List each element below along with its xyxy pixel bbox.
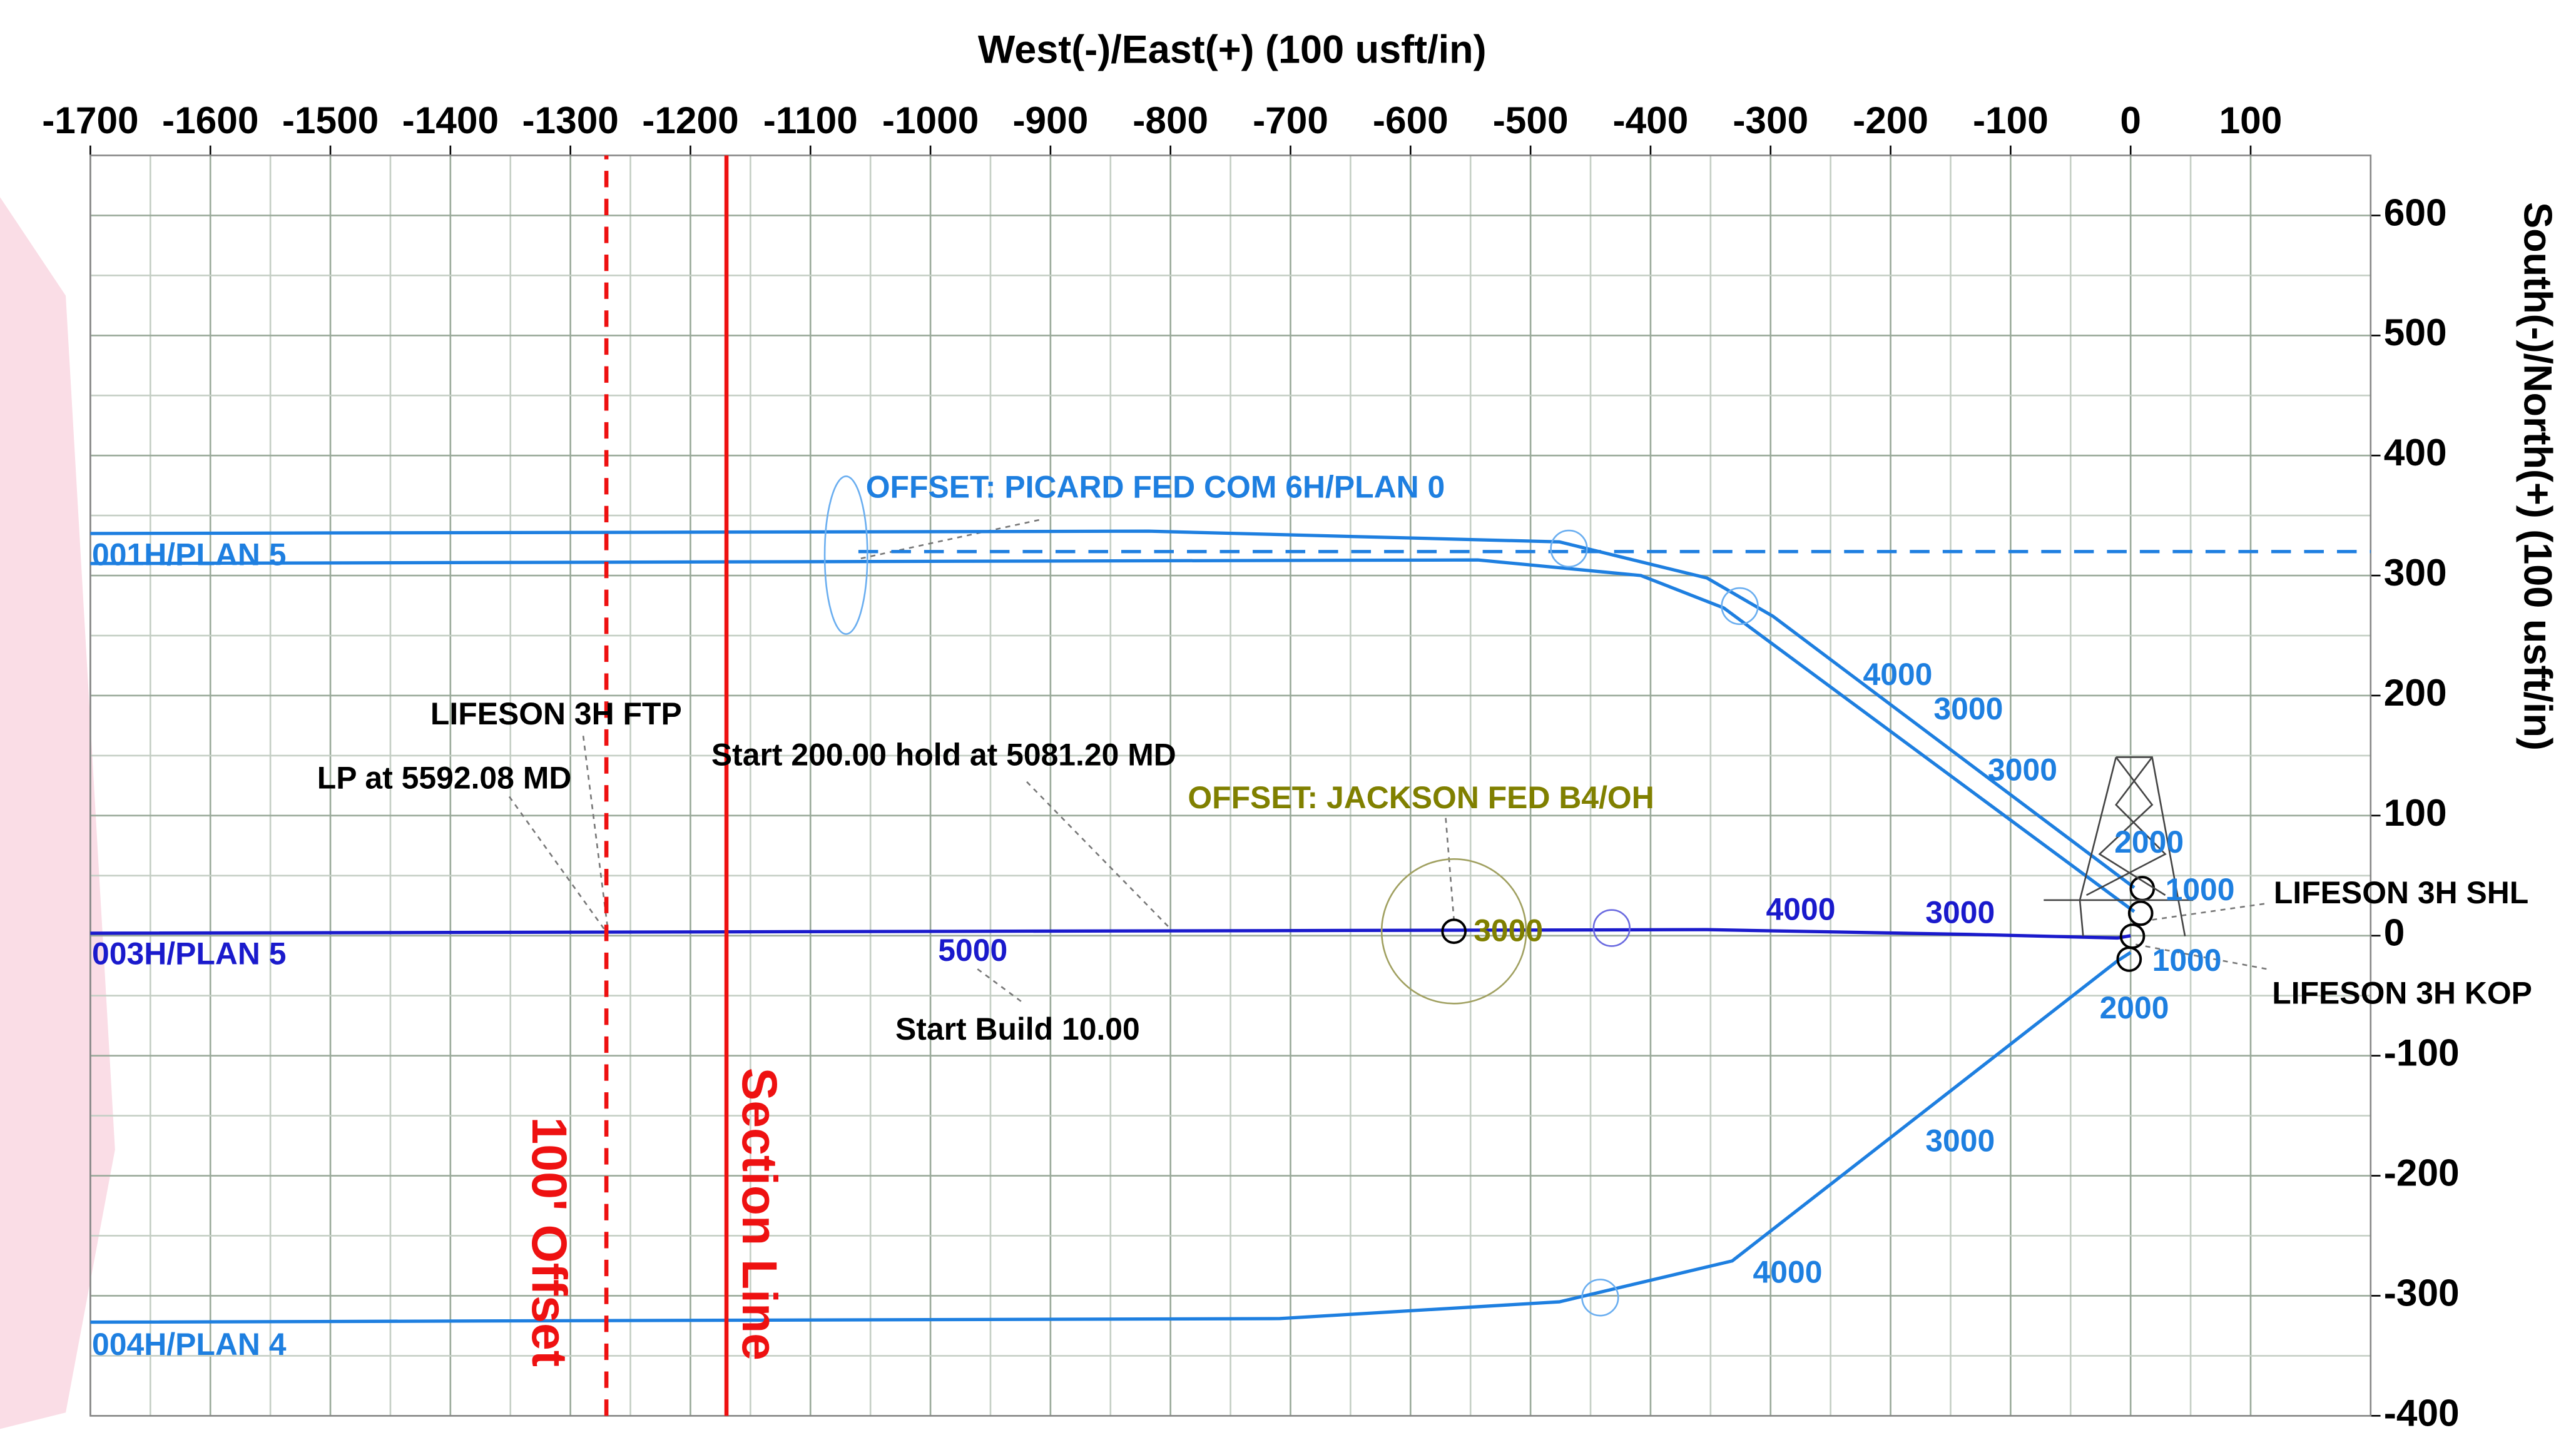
x-tick-label: 100 xyxy=(2219,99,2283,141)
leader xyxy=(860,518,1044,560)
annotation: 5000 xyxy=(938,933,1007,968)
series-line xyxy=(90,558,2136,913)
leader xyxy=(1445,818,1455,920)
rig-icon xyxy=(2044,756,2194,936)
x-tick-label: -300 xyxy=(1733,99,1808,141)
annotation: 2000 xyxy=(2100,990,2169,1025)
x-tick-label: -600 xyxy=(1373,99,1448,141)
annotation: LIFESON 3H SHL xyxy=(2274,875,2528,910)
x-tick-label: -1500 xyxy=(282,99,379,141)
annotation: OFFSET: JACKSON FED B4/OH xyxy=(1188,780,1654,815)
plot-frame xyxy=(89,155,2372,1417)
annotation: 4000 xyxy=(1863,657,1932,692)
survey-circle xyxy=(1550,529,1588,568)
x-tick-label: -100 xyxy=(1973,99,2049,141)
annotation: 3000 xyxy=(1933,691,2003,726)
y-tick-label: 600 xyxy=(2384,191,2447,233)
y-tick-label: 0 xyxy=(2384,911,2405,954)
y-tick-label: 300 xyxy=(2384,551,2447,594)
decor xyxy=(0,197,115,1429)
x-tick-label: -1000 xyxy=(882,99,979,141)
leader xyxy=(2136,943,2268,970)
annotation: LIFESON 3H KOP xyxy=(2272,975,2532,1010)
y-tick-label: -100 xyxy=(2384,1032,2460,1074)
annotation: LP at 5592.08 MD xyxy=(317,760,572,795)
x-tick-label: 0 xyxy=(2120,99,2141,141)
series-label: Section Line xyxy=(732,1068,787,1361)
series-label: 001H/PLAN 5 xyxy=(92,537,286,572)
x-tick-label: -1700 xyxy=(42,99,138,141)
series-label: 100' Offset xyxy=(522,1117,577,1367)
x-tick-label: -700 xyxy=(1253,99,1328,141)
y-tick-label: 100 xyxy=(2384,791,2447,834)
x-tick-label: -400 xyxy=(1613,99,1689,141)
annotation: 3000 xyxy=(1925,895,1995,930)
background-smear xyxy=(0,197,115,1429)
annotation: Start Build 10.00 xyxy=(895,1011,1140,1047)
x-tick-label: -900 xyxy=(1012,99,1088,141)
series-label: 003H/PLAN 5 xyxy=(92,936,286,971)
survey-circle xyxy=(1581,1279,1619,1317)
offset-circle xyxy=(1380,858,1527,1005)
annotation: 1000 xyxy=(2152,943,2222,978)
y-axis-title: South(-)/North(+) (100 usft/in) xyxy=(2516,202,2560,751)
leader xyxy=(582,736,609,930)
series-label: 004H/PLAN 4 xyxy=(92,1327,287,1362)
annotation: 3000 xyxy=(1925,1123,1995,1158)
uncertainty-ellipse xyxy=(823,475,868,635)
x-tick-label: -1100 xyxy=(763,99,858,141)
y-tick-label: -300 xyxy=(2384,1271,2460,1314)
y-tick-label: -200 xyxy=(2384,1152,2460,1194)
annotation: 3000 xyxy=(1988,752,2057,787)
symbols xyxy=(823,475,2194,1317)
x-tick-label: -1600 xyxy=(162,99,258,141)
series-label: OFFSET: PICARD FED COM 6H/PLAN 0 xyxy=(866,470,1445,505)
annotation: 2000 xyxy=(2114,824,2184,859)
x-tick-label: -500 xyxy=(1493,99,1569,141)
y-tick-label: -400 xyxy=(2384,1391,2460,1434)
grid xyxy=(89,145,2381,1417)
well-point xyxy=(2116,946,2142,972)
y-tick-label: 200 xyxy=(2384,671,2447,714)
leader xyxy=(1026,781,1171,929)
annotation: Start 200.00 hold at 5081.20 MD xyxy=(711,738,1176,773)
series-line xyxy=(90,529,2136,890)
survey-circle xyxy=(1592,909,1631,947)
annotation: 4000 xyxy=(1766,891,1836,926)
annotation: 4000 xyxy=(1753,1255,1823,1290)
annotation: 3000 xyxy=(1474,913,1543,948)
x-tick-label: -800 xyxy=(1133,99,1208,141)
y-tick-label: 400 xyxy=(2384,431,2447,474)
x-tick-label: -200 xyxy=(1853,99,1928,141)
annotation: 1000 xyxy=(2166,872,2235,907)
x-tick-label: -1300 xyxy=(522,99,618,141)
leader xyxy=(508,796,606,930)
series-line xyxy=(90,951,2132,1324)
survey-circle xyxy=(1721,587,1759,626)
offset-point xyxy=(1441,918,1467,945)
x-tick-label: -1400 xyxy=(402,99,499,141)
x-tick-label: -1200 xyxy=(642,99,738,141)
well-point xyxy=(2127,900,2154,926)
y-tick-label: 500 xyxy=(2384,311,2447,353)
x-axis-title: West(-)/East(+) (100 usft/in) xyxy=(978,28,1487,72)
annotation: LIFESON 3H FTP xyxy=(430,696,682,731)
leader xyxy=(977,968,1022,1003)
